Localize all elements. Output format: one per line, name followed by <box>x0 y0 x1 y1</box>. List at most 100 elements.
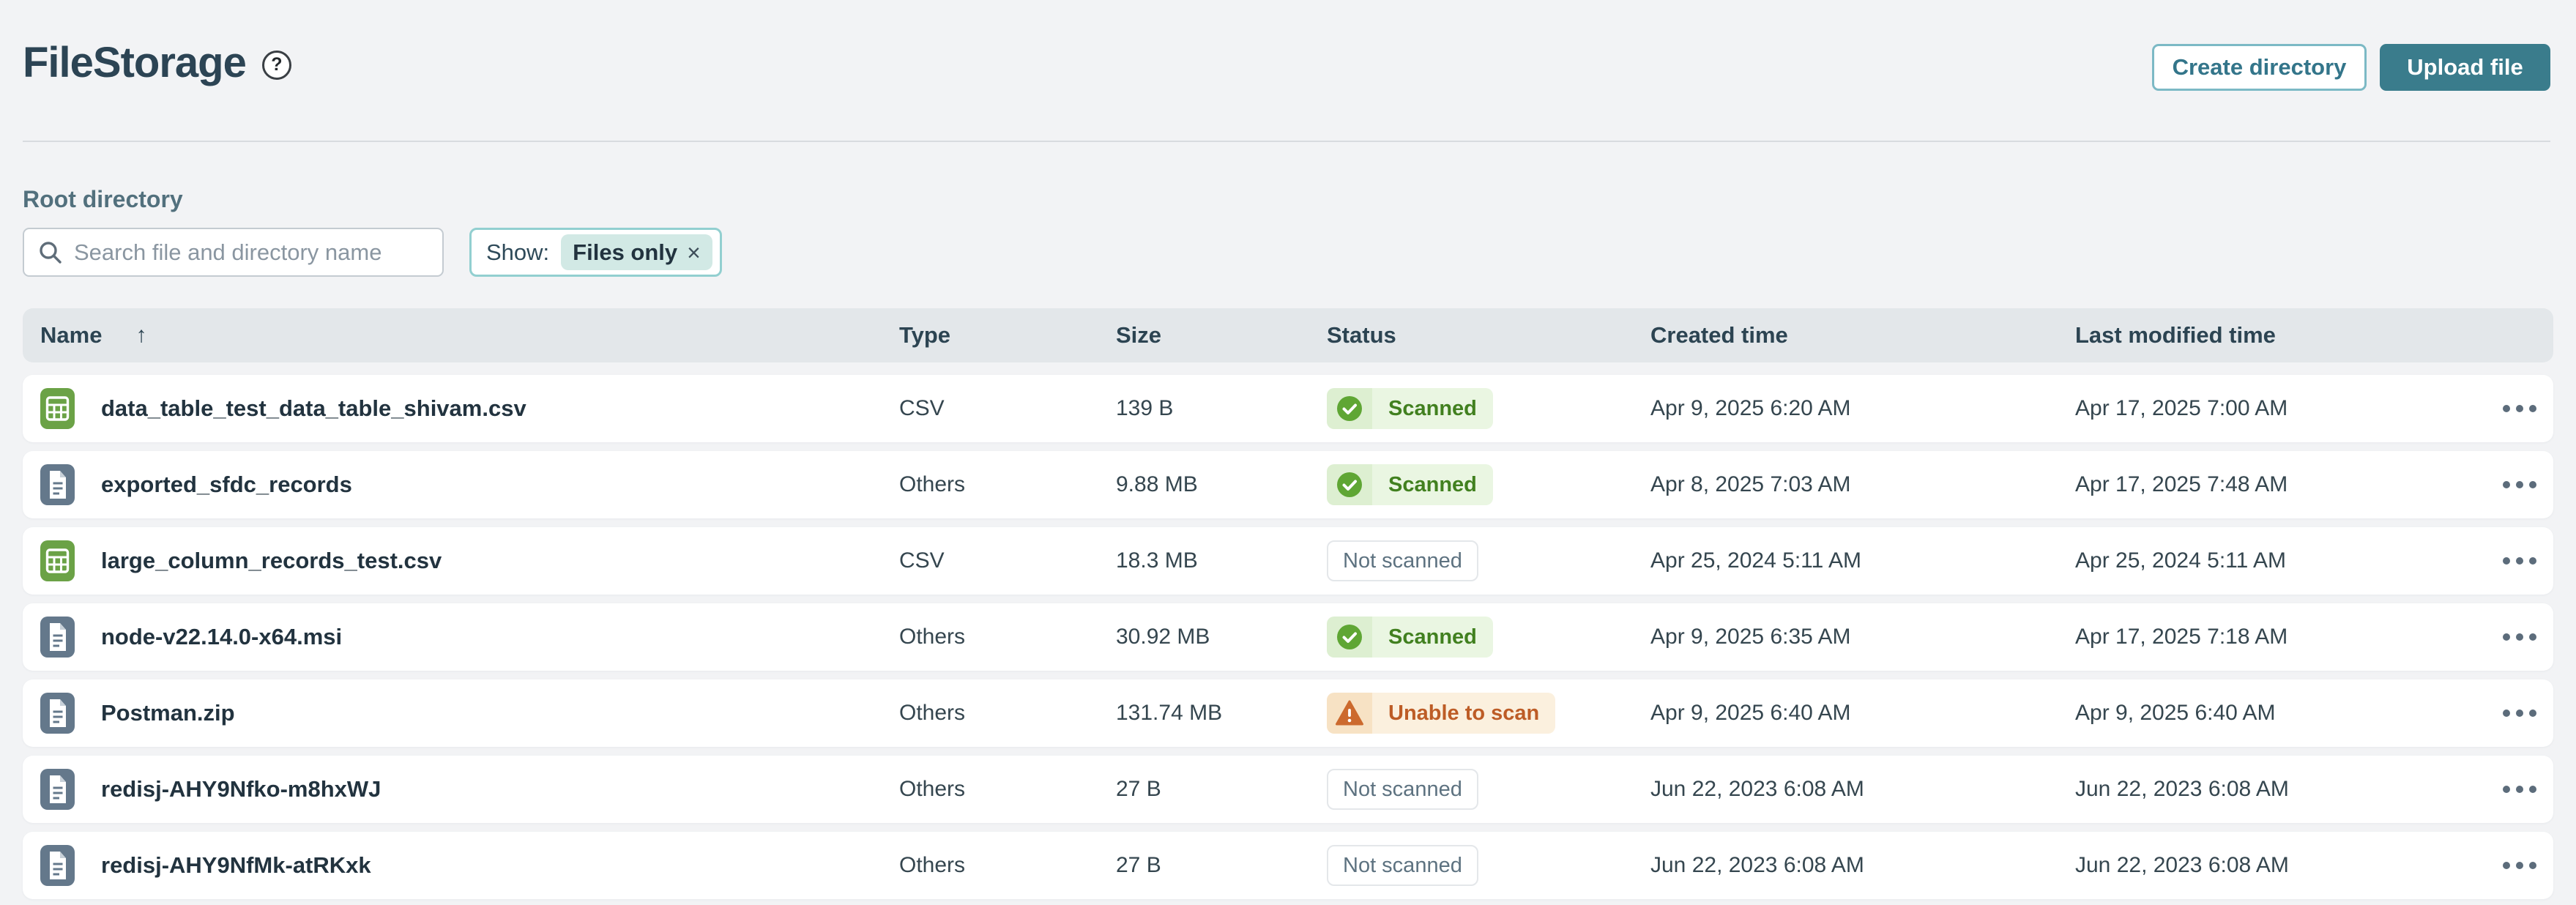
file-type: Others <box>899 625 966 649</box>
document-file-icon <box>40 617 75 658</box>
row-menu-button[interactable] <box>2500 550 2539 572</box>
status-label: Scanned <box>1372 464 1493 505</box>
table-header: Name ↑ Type Size Status Created time Las… <box>23 308 2553 362</box>
help-icon[interactable]: ? <box>261 50 291 80</box>
column-header-created[interactable]: Created time <box>1650 322 1788 348</box>
file-table-body: data_table_test_data_table_shivam.csv CS… <box>23 375 2553 905</box>
column-header-status[interactable]: Status <box>1327 322 1396 348</box>
modified-time: Apr 17, 2025 7:48 AM <box>2075 472 2288 496</box>
file-name[interactable]: exported_sfdc_records <box>101 472 352 497</box>
table-row: redisj-AHY9NfMk-atRKxk Others 27 B Not s… <box>23 832 2553 899</box>
table-row: large_column_records_test.csv CSV 18.3 M… <box>23 527 2553 595</box>
modified-time: Jun 22, 2023 6:08 AM <box>2075 853 2289 877</box>
created-time: Apr 9, 2025 6:35 AM <box>1650 625 1851 649</box>
file-name[interactable]: redisj-AHY9Nfko-m8hxWJ <box>101 776 381 802</box>
status-badge-unable-to-scan: Unable to scan <box>1327 693 1556 734</box>
show-label: Show: <box>486 239 550 265</box>
status-label: Scanned <box>1372 617 1493 658</box>
document-file-icon <box>40 845 75 886</box>
page-header: FileStorage ? <box>23 38 291 87</box>
row-menu-button[interactable] <box>2500 702 2539 724</box>
file-size: 131.74 MB <box>1116 701 1223 725</box>
status-badge-not-scanned: Not scanned <box>1327 845 1478 886</box>
files-only-chip-label: Files only <box>573 239 678 265</box>
file-size: 27 B <box>1116 777 1161 801</box>
table-row: exported_sfdc_records Others 9.88 MB Sca… <box>23 451 2553 518</box>
created-time: Jun 22, 2023 6:08 AM <box>1650 777 1864 801</box>
modified-time: Jun 22, 2023 6:08 AM <box>2075 777 2289 801</box>
table-row: node-v22.14.0-x64.msi Others 30.92 MB Sc… <box>23 603 2553 671</box>
sort-ascending-icon: ↑ <box>135 323 147 347</box>
header-actions: Create directory Upload file <box>2152 44 2550 91</box>
status-label: Not scanned <box>1343 853 1462 877</box>
file-name[interactable]: redisj-AHY9NfMk-atRKxk <box>101 852 371 878</box>
file-size: 18.3 MB <box>1116 548 1198 573</box>
chip-remove-icon[interactable]: × <box>687 239 701 266</box>
modified-time: Apr 17, 2025 7:18 AM <box>2075 625 2288 649</box>
upload-file-button[interactable]: Upload file <box>2380 44 2550 91</box>
files-only-chip[interactable]: Files only × <box>561 234 712 270</box>
status-badge-scanned: Scanned <box>1327 617 1493 658</box>
file-type: CSV <box>899 548 945 573</box>
file-name[interactable]: data_table_test_data_table_shivam.csv <box>101 395 526 421</box>
status-label: Unable to scan <box>1372 693 1556 734</box>
created-time: Apr 9, 2025 6:40 AM <box>1650 701 1851 725</box>
search-icon <box>37 239 64 266</box>
csv-file-icon <box>40 540 75 581</box>
column-header-name[interactable]: Name ↑ <box>23 322 899 349</box>
column-header-modified[interactable]: Last modified time <box>2075 322 2276 348</box>
file-name[interactable]: Postman.zip <box>101 700 235 726</box>
created-time: Apr 9, 2025 6:20 AM <box>1650 396 1851 420</box>
file-type: Others <box>899 853 966 877</box>
page-title: FileStorage <box>23 39 247 86</box>
row-menu-button[interactable] <box>2500 626 2539 648</box>
status-badge-not-scanned: Not scanned <box>1327 769 1478 810</box>
created-time: Jun 22, 2023 6:08 AM <box>1650 853 1864 877</box>
create-directory-button[interactable]: Create directory <box>2152 44 2367 91</box>
row-menu-button[interactable] <box>2500 474 2539 496</box>
row-menu-button[interactable] <box>2500 778 2539 800</box>
file-type: CSV <box>899 396 945 420</box>
root-directory-label: Root directory <box>23 186 183 212</box>
search-box[interactable] <box>23 228 444 277</box>
check-circle-icon <box>1327 388 1372 429</box>
modified-time: Apr 9, 2025 6:40 AM <box>2075 701 2276 725</box>
created-time: Apr 25, 2024 5:11 AM <box>1650 548 1861 573</box>
show-filter-group: Show: Files only × <box>469 228 722 277</box>
status-label: Not scanned <box>1343 777 1462 801</box>
document-file-icon <box>40 693 75 734</box>
document-file-icon <box>40 464 75 505</box>
file-type: Others <box>899 777 966 801</box>
table-row: Postman.zip Others 131.74 MB Unable to s… <box>23 679 2553 747</box>
table-row: redisj-AHY9Nfko-m8hxWJ Others 27 B Not s… <box>23 756 2553 823</box>
file-type: Others <box>899 701 966 725</box>
warning-triangle-icon <box>1327 693 1372 734</box>
csv-file-icon <box>40 388 75 429</box>
check-circle-icon <box>1327 464 1372 505</box>
check-circle-icon <box>1327 617 1372 658</box>
status-badge-scanned: Scanned <box>1327 388 1493 429</box>
modified-time: Apr 25, 2024 5:11 AM <box>2075 548 2286 573</box>
row-menu-button[interactable] <box>2500 398 2539 420</box>
search-input[interactable] <box>74 239 429 266</box>
column-header-type[interactable]: Type <box>899 322 951 348</box>
document-file-icon <box>40 769 75 810</box>
column-header-size[interactable]: Size <box>1116 322 1162 348</box>
file-size: 139 B <box>1116 396 1174 420</box>
created-time: Apr 8, 2025 7:03 AM <box>1650 472 1851 496</box>
header-divider <box>23 141 2550 142</box>
row-menu-button[interactable] <box>2500 854 2539 876</box>
file-name[interactable]: node-v22.14.0-x64.msi <box>101 624 343 649</box>
file-size: 27 B <box>1116 853 1161 877</box>
modified-time: Apr 17, 2025 7:00 AM <box>2075 396 2288 420</box>
status-label: Scanned <box>1372 388 1493 429</box>
column-header-name-label: Name <box>40 322 103 348</box>
file-size: 30.92 MB <box>1116 625 1210 649</box>
file-type: Others <box>899 472 966 496</box>
status-badge-scanned: Scanned <box>1327 464 1493 505</box>
status-badge-not-scanned: Not scanned <box>1327 540 1478 581</box>
file-size: 9.88 MB <box>1116 472 1198 496</box>
table-row: data_table_test_data_table_shivam.csv CS… <box>23 375 2553 442</box>
file-name[interactable]: large_column_records_test.csv <box>101 548 442 573</box>
